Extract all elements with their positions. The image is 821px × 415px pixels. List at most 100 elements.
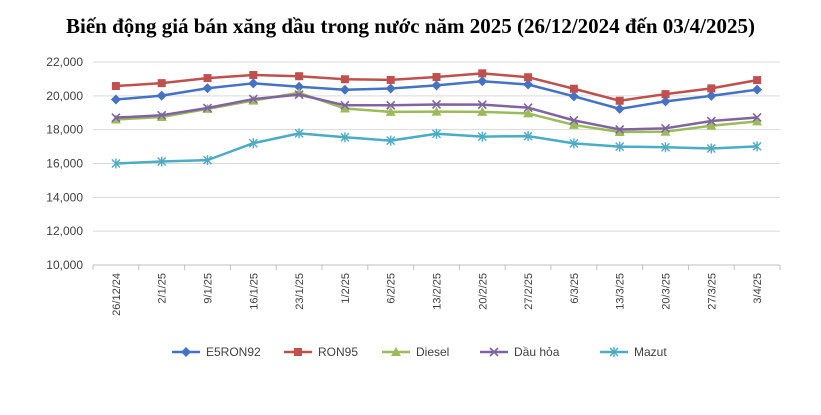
- data-point-e5ron92: [523, 79, 534, 90]
- data-point-mazut: [615, 141, 625, 152]
- data-point-e5ron92: [294, 81, 305, 92]
- x-tick-label: 23/1/25: [294, 273, 306, 310]
- data-point-d-u-h-a: [523, 103, 533, 113]
- data-point-ron95: [478, 69, 487, 78]
- data-point-mazut: [432, 128, 441, 139]
- data-point-mazut: [294, 128, 304, 139]
- x-tick-label: 1/2/25: [340, 273, 352, 304]
- legend-marker: [391, 347, 401, 356]
- x-tick-label: 3/4/25: [752, 273, 764, 304]
- data-point-mazut: [523, 131, 533, 142]
- data-point-diesel: [568, 119, 579, 129]
- data-point-d-u-h-a: [386, 100, 396, 110]
- x-tick-label: 27/2/25: [523, 273, 535, 310]
- data-point-mazut: [477, 131, 487, 142]
- data-point-mazut: [248, 138, 258, 149]
- chart-title: Biến động giá bán xăng dầu trong nước nă…: [66, 14, 755, 38]
- data-point-mazut: [157, 156, 167, 167]
- x-tick-label: 2/1/25: [157, 273, 169, 304]
- data-point-e5ron92: [156, 90, 167, 101]
- legend: E5RON92 RON95 Diesel Dầu hỏa Mazut: [172, 345, 667, 359]
- series-group: [110, 69, 763, 169]
- data-point-ron95: [661, 90, 670, 99]
- y-tick-label: 22,000: [46, 55, 83, 69]
- data-point-e5ron92: [752, 84, 763, 95]
- x-tick-label: 20/3/25: [661, 273, 673, 310]
- legend-item-diesel: Diesel: [382, 345, 449, 359]
- data-point-mazut: [706, 143, 716, 154]
- data-point-d-u-h-a: [202, 103, 213, 113]
- data-point-e5ron92: [477, 76, 488, 87]
- data-point-ron95: [707, 84, 716, 93]
- data-point-e5ron92: [385, 83, 396, 94]
- data-point-e5ron92: [110, 94, 121, 105]
- legend-label: RON95: [318, 345, 358, 359]
- data-point-diesel: [477, 106, 488, 116]
- data-point-d-u-h-a: [706, 116, 716, 126]
- y-tick-label: 12,000: [46, 224, 83, 238]
- legend-item-e5ron92: E5RON92: [172, 345, 261, 359]
- axes: 10,000 12,000 14,000 16,000 18,000 20,000 22,0…: [46, 55, 781, 316]
- data-point-diesel: [339, 103, 350, 113]
- data-point-diesel: [523, 108, 534, 118]
- legend-item-ron95: RON95: [284, 345, 358, 359]
- data-point-e5ron92: [431, 80, 442, 91]
- legend-marker: [294, 348, 302, 356]
- data-point-mazut: [111, 158, 121, 169]
- series-e5ron92: [110, 76, 763, 114]
- data-point-ron95: [432, 73, 441, 82]
- data-point-e5ron92: [568, 91, 579, 102]
- data-point-e5ron92: [706, 90, 717, 101]
- legend-item-mazut: Mazut: [600, 345, 667, 359]
- x-tick-label: 13/2/25: [432, 273, 444, 310]
- legend-label: Diesel: [416, 345, 449, 359]
- legend-label: E5RON92: [206, 345, 261, 359]
- data-point-ron95: [569, 84, 578, 93]
- data-point-d-u-h-a: [294, 90, 304, 100]
- data-point-d-u-h-a: [477, 100, 487, 110]
- x-tick-label: 13/3/25: [615, 273, 627, 310]
- series-mazut: [111, 128, 762, 169]
- data-point-d-u-h-a: [752, 112, 762, 123]
- data-point-mazut: [661, 142, 670, 153]
- data-point-mazut: [386, 135, 396, 146]
- y-tick-label: 18,000: [46, 123, 83, 137]
- data-point-d-u-h-a: [340, 100, 350, 110]
- data-point-e5ron92: [248, 78, 259, 89]
- data-point-d-u-h-a: [615, 124, 625, 135]
- series-d-u-h-a: [111, 90, 762, 135]
- legend-marker: [609, 347, 619, 357]
- y-tick-label: 14,000: [46, 190, 83, 204]
- data-point-e5ron92: [660, 96, 671, 107]
- x-tick-label: 16/1/25: [248, 273, 260, 310]
- y-tick-label: 16,000: [46, 157, 83, 171]
- data-point-d-u-h-a: [660, 123, 671, 133]
- x-tick-label: 27/3/25: [706, 273, 718, 310]
- data-point-d-u-h-a: [157, 110, 167, 120]
- data-point-ron95: [111, 82, 120, 91]
- data-point-d-u-h-a: [431, 99, 442, 110]
- data-point-mazut: [752, 141, 762, 152]
- x-tick-label: 6/2/25: [386, 273, 398, 304]
- data-point-e5ron92: [202, 83, 213, 94]
- data-point-ron95: [524, 73, 533, 82]
- data-point-mazut: [340, 132, 350, 143]
- y-tick-label: 10,000: [46, 258, 83, 272]
- x-tick-label: 6/3/25: [569, 273, 581, 304]
- x-tick-label: 9/1/25: [203, 273, 215, 304]
- data-point-d-u-h-a: [111, 113, 121, 123]
- legend-marker: [181, 347, 191, 357]
- legend-label: Mazut: [634, 345, 667, 359]
- data-point-mazut: [569, 138, 579, 149]
- legend-marker: [489, 347, 499, 357]
- data-point-mazut: [203, 155, 212, 166]
- legend-label: Dầu hỏa: [514, 345, 560, 359]
- data-point-diesel: [614, 127, 625, 137]
- data-point-e5ron92: [614, 103, 625, 114]
- x-tick-label: 26/12/24: [111, 273, 123, 316]
- data-point-ron95: [615, 96, 624, 105]
- data-point-e5ron92: [339, 84, 350, 95]
- data-point-ron95: [249, 71, 258, 80]
- series-ron95: [111, 69, 762, 105]
